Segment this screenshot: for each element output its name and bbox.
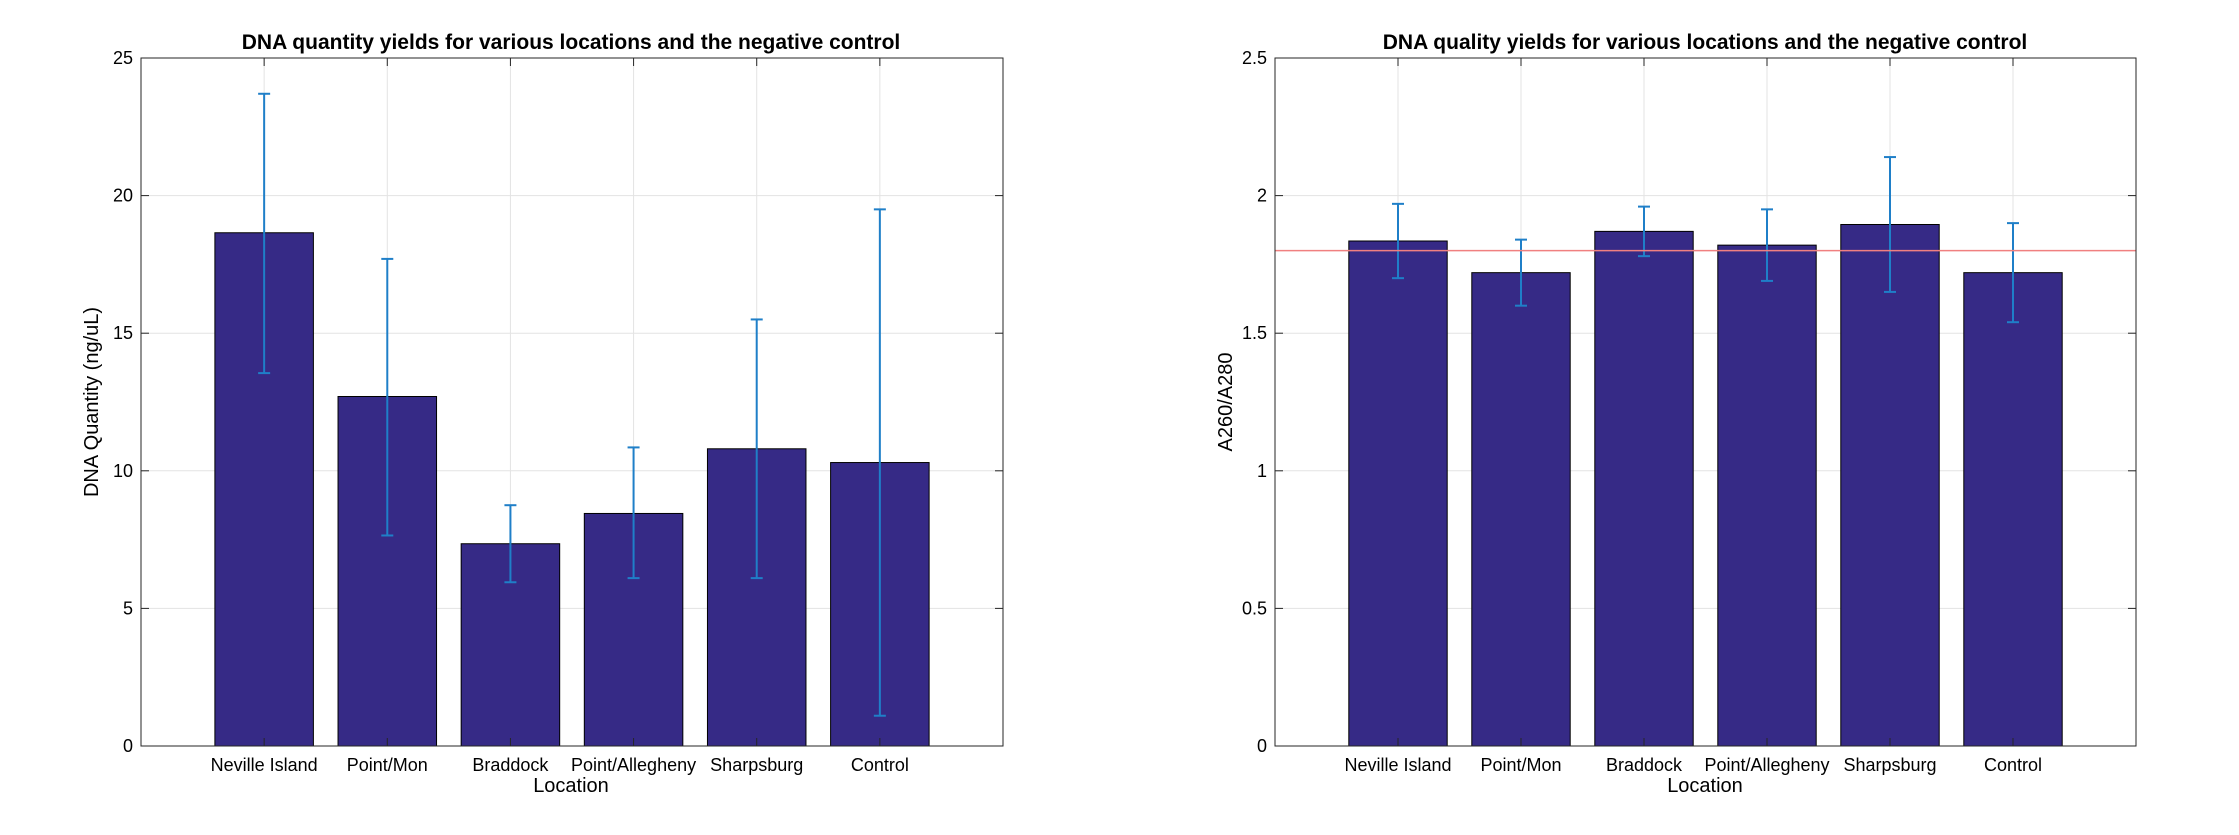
chart-title: DNA quantity yields for various location…: [242, 31, 901, 54]
bars: [1348, 223, 2063, 747]
y-tick-label: 2: [1257, 186, 1267, 206]
axes-box: [140, 57, 1004, 747]
y-tick-label: 0: [123, 736, 133, 756]
error-bar: [627, 446, 640, 580]
error-bars: [258, 92, 886, 717]
error-bar: [873, 208, 886, 717]
x-tick-label: Point/Mon: [347, 755, 428, 775]
error-bar: [258, 92, 271, 375]
y-tick-label: 15: [113, 323, 133, 343]
x-axis-label: Location: [533, 775, 609, 797]
y-tick-labels: 0 0.5 1 1.5 2 2.5: [1242, 48, 1267, 756]
error-bar: [1638, 205, 1650, 258]
x-tick-label: Point/Allegheny: [1704, 755, 1829, 775]
bar: [1471, 272, 1571, 747]
y-tick-label: 2.5: [1242, 48, 1267, 68]
bar: [1963, 272, 2063, 747]
error-bar: [1392, 202, 1404, 280]
x-tick-label: Braddock: [1606, 755, 1683, 775]
axes-frame: [1274, 57, 2137, 747]
x-tick-labels: Neville Island Point/Mon Braddock Point/All…: [1344, 755, 2042, 775]
error-bar: [750, 318, 763, 580]
axes-box: [1274, 57, 2137, 747]
y-tick-label: 10: [113, 461, 133, 481]
error-bar: [381, 257, 394, 537]
x-tick-label: Point/Allegheny: [571, 755, 696, 775]
x-axis-label: Location: [1667, 775, 1743, 797]
x-tick-label: Neville Island: [1344, 755, 1451, 775]
chart-dna-quality: DNA quality yields for various locations…: [1215, 31, 2137, 797]
y-tick-label: 1: [1257, 461, 1267, 481]
y-tick-label: 5: [123, 598, 133, 618]
bar: [1348, 240, 1448, 747]
y-tick-label: 0: [1257, 736, 1267, 756]
bar: [1594, 230, 1694, 747]
y-axis-label: A260/A280: [1215, 353, 1237, 452]
x-tick-labels: Neville Island Point/Mon Braddock Point/All…: [211, 755, 909, 775]
chart-dna-quantity: DNA quantity yields for various location…: [81, 31, 1004, 797]
x-tick-label: Point/Mon: [1480, 755, 1561, 775]
axes-frame: [140, 57, 1004, 747]
error-bar: [504, 504, 517, 584]
x-tick-label: Sharpsburg: [1843, 755, 1936, 775]
y-tick-label: 1.5: [1242, 323, 1267, 343]
bar: [1840, 223, 1940, 747]
y-tick-label: 0.5: [1242, 598, 1267, 618]
error-bar: [1884, 156, 1896, 293]
bar: [1717, 244, 1817, 747]
x-tick-label: Control: [1984, 755, 2042, 775]
y-tick-labels: 0 5 10 15 20 25: [113, 48, 133, 756]
error-bar: [1761, 208, 1773, 282]
y-tick-label: 20: [113, 186, 133, 206]
error-bars: [1392, 156, 2019, 324]
error-bar: [2007, 222, 2019, 324]
x-tick-label: Control: [851, 755, 909, 775]
y-axis-label: DNA Quantity (ng/uL): [81, 307, 103, 497]
x-tick-label: Braddock: [472, 755, 549, 775]
y-tick-label: 25: [113, 48, 133, 68]
x-tick-label: Sharpsburg: [710, 755, 803, 775]
x-tick-label: Neville Island: [211, 755, 318, 775]
chart-title: DNA quality yields for various locations…: [1383, 31, 2028, 54]
